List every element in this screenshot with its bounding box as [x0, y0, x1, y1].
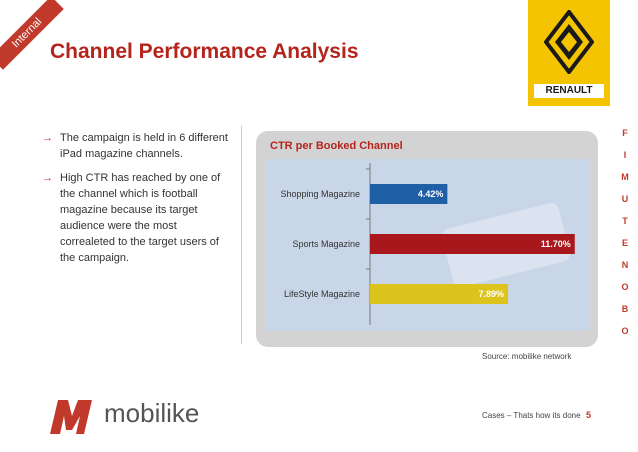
renault-logo: RENAULT	[528, 0, 610, 106]
chart-title: CTR per Booked Channel	[270, 140, 403, 152]
renault-diamond-icon	[544, 10, 594, 74]
bullet-list: → The campaign is held in 6 different iP…	[42, 130, 232, 274]
page-number: 5	[586, 410, 592, 420]
bullet-text: The campaign is held in 6 different iPad…	[60, 132, 228, 160]
side-nav-letter: B	[621, 304, 629, 314]
page-title: Channel Performance Analysis	[50, 40, 359, 63]
ribbon-label: Internal	[9, 15, 45, 51]
logo-text: RENAULT	[534, 84, 604, 98]
arrow-icon: →	[42, 132, 53, 144]
source-note: Source: mobilike network	[482, 352, 572, 361]
side-nav-letter: O	[621, 326, 629, 336]
side-nav-letter: T	[622, 216, 628, 226]
category-label: Sports Magazine	[292, 239, 360, 249]
bullet-text: High CTR has reached by one of the chann…	[60, 172, 221, 264]
side-nav-letter: E	[621, 238, 628, 248]
side-nav-letter: N	[621, 260, 629, 270]
bar	[370, 234, 575, 254]
plot-area: Shopping Magazine 4.42% Sports Magazine 11.…	[266, 159, 590, 331]
bar-chart: Shopping Magazine 4.42% Sports Magazine 11.…	[280, 163, 575, 325]
bullet-item: → The campaign is held in 6 different iP…	[42, 130, 232, 162]
data-label: 7.89%	[479, 289, 505, 299]
mobilike-logo-icon	[50, 400, 92, 434]
brand-name: mobilike	[104, 398, 200, 428]
side-nav-letter: O	[621, 282, 629, 292]
side-nav: F I M U T E N O B O	[618, 120, 632, 340]
data-label: 11.70%	[541, 239, 571, 249]
category-label: LifeStyle Magazine	[284, 289, 360, 299]
data-label: 4.42%	[418, 189, 444, 199]
side-nav-letter: I	[623, 150, 627, 160]
bar	[370, 284, 509, 304]
footer-text: Cases – Thats how its done	[482, 411, 581, 420]
bar	[370, 184, 448, 204]
category-label: Shopping Magazine	[280, 189, 360, 199]
side-nav-letter: U	[621, 194, 629, 204]
side-nav-letter: M	[621, 172, 629, 182]
side-nav-letter: F	[622, 128, 628, 138]
bullet-item: → High CTR has reached by one of the cha…	[42, 170, 232, 266]
chart-card: CTR per Booked Channel Shopping Magazine…	[256, 131, 598, 347]
arrow-icon: →	[42, 172, 53, 184]
vertical-divider	[241, 126, 242, 344]
